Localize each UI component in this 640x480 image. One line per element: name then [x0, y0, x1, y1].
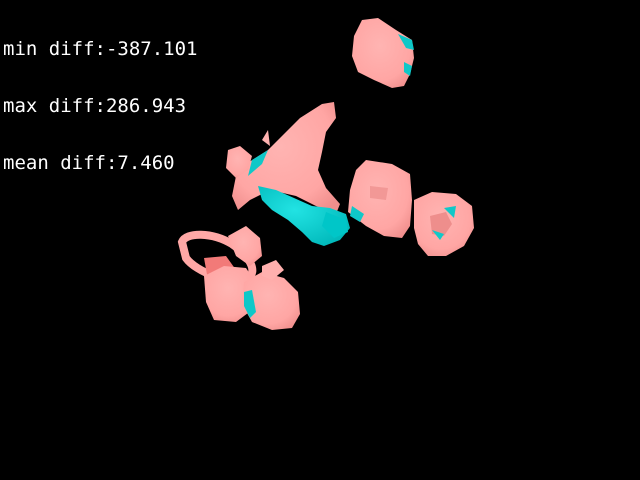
- blob-top-right: [352, 18, 414, 88]
- diff-stats-overlay: min diff:-387.101 max diff:286.943 mean …: [3, 2, 197, 211]
- blob-right-loop: [414, 192, 474, 256]
- blob-lower-center: [242, 260, 300, 330]
- blob-right-box: [348, 160, 412, 238]
- min-diff-label: min diff:-387.101: [3, 38, 198, 60]
- blob-cyan-limb: [258, 186, 350, 246]
- max-diff-label: max diff:286.943: [3, 95, 187, 117]
- mean-diff-label: mean diff:7.460: [3, 152, 175, 174]
- blob-upper-arm: [226, 102, 340, 214]
